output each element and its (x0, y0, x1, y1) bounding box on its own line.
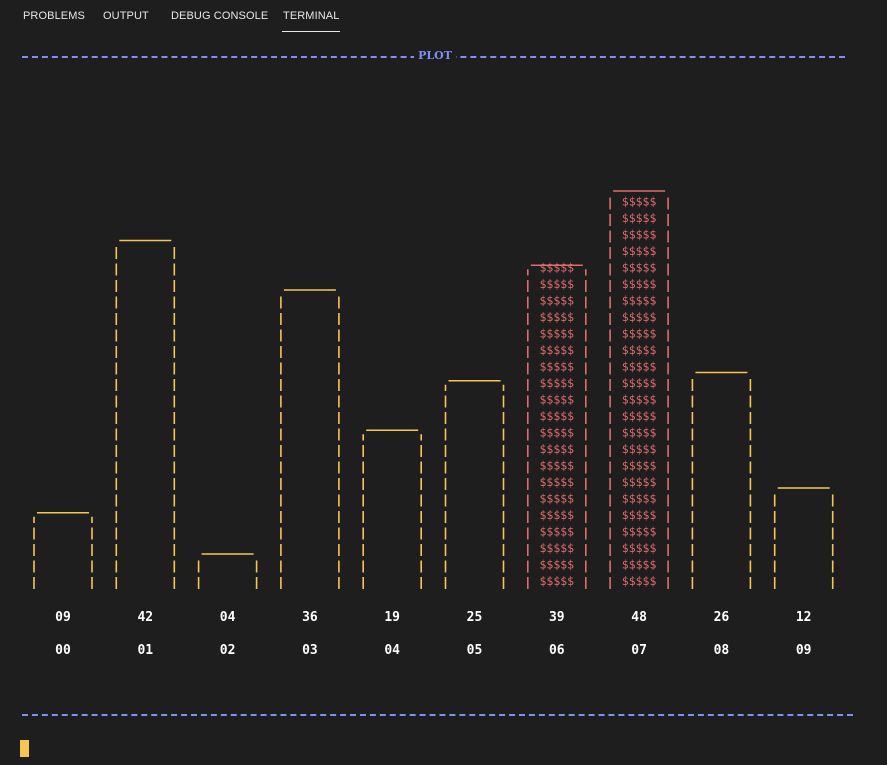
bar-fill-row: $$$$$ (622, 492, 657, 506)
bar-00 (33, 512, 93, 589)
bar-fill-row: $$$$$ (622, 574, 657, 588)
bar-fill-row: $$$$$ (622, 360, 657, 374)
bar-04 (362, 429, 423, 589)
category-label: 03 (302, 643, 318, 658)
bar-03 (280, 289, 340, 589)
tab-problems[interactable]: PROBLEMS (23, 10, 85, 22)
value-label: 39 (549, 610, 565, 625)
bar-fill-row: $$$$$ (622, 228, 657, 242)
plot-bottom-rule (22, 714, 853, 716)
bar-02 (197, 553, 258, 589)
bar-fill-row: $$$$$ (622, 211, 657, 225)
panel-tab-bar: PROBLEMS OUTPUT DEBUG CONSOLE TERMINAL (0, 0, 887, 34)
category-label: 08 (714, 643, 730, 658)
category-label: 00 (55, 643, 71, 658)
bar-05 (444, 380, 505, 589)
bar-01 (115, 239, 176, 589)
bar-fill-row: $$$$$ (539, 508, 574, 522)
bar-fill-row: $$$$$ (539, 277, 574, 291)
value-label: 36 (302, 610, 318, 625)
bar-fill-row: $$$$$ (622, 426, 657, 440)
bar-fill-row: $$$$$ (622, 261, 657, 275)
bar-fill-row: $$$$$ (539, 541, 574, 555)
bar-fill-row: $$$$$ (622, 541, 657, 555)
category-label: 02 (220, 643, 236, 658)
bar-fill-row: $$$$$ (622, 558, 657, 572)
bar-fill-row: $$$$$ (622, 508, 657, 522)
bar-fill-row: $$$$$ (539, 442, 574, 456)
value-label: 26 (714, 610, 730, 625)
bar-fill-row: $$$$$ (539, 426, 574, 440)
value-label: 12 (796, 610, 812, 625)
bar-fill-row: $$$$$ (622, 459, 657, 473)
bar-fill-row: $$$$$ (622, 277, 657, 291)
category-label: 04 (384, 643, 400, 658)
bar-fill-row: $$$$$ (539, 310, 574, 324)
bar-fill-row: $$$$$ (622, 294, 657, 308)
tab-terminal[interactable]: TERMINAL (282, 9, 341, 32)
bar-fill-row: $$$$$ (622, 376, 657, 390)
tab-output[interactable]: OUTPUT (103, 10, 149, 22)
bar-fill-row: $$$$$ (622, 195, 657, 209)
category-label: 05 (467, 643, 483, 658)
bar-fill-row: $$$$$ (539, 492, 574, 506)
bar-fill-row: $$$$$ (539, 343, 574, 357)
bar-fill-row: $$$$$ (622, 475, 657, 489)
bar-fill-row: $$$$$ (539, 393, 574, 407)
value-label: 25 (467, 610, 483, 625)
bar-fill-row: $$$$$ (622, 393, 657, 407)
bar-09 (773, 487, 834, 589)
bar-fill-row: $$$$$ (539, 261, 574, 275)
bar-fill-row: $$$$$ (622, 343, 657, 357)
bar-fill-row: $$$$$ (539, 475, 574, 489)
category-label: 09 (796, 643, 812, 658)
value-label: 48 (631, 610, 647, 625)
bar-fill-row: $$$$$ (539, 360, 574, 374)
tab-debug-console[interactable]: DEBUG CONSOLE (171, 10, 269, 22)
bar-07: $$$$$ $$$$$ $$$$$ $$$$$ $$$$$ $$$$$ $$$$$ $$$$$… (609, 190, 669, 589)
bar-fill-row: $$$$$ (622, 525, 657, 539)
category-label: 06 (549, 643, 565, 658)
bar-fill-row: $$$$$ (539, 574, 574, 588)
value-label: 19 (384, 610, 400, 625)
value-label: 09 (55, 610, 71, 625)
bar-fill-row: $$$$$ (622, 244, 657, 258)
bar-fill-row: $$$$$ (539, 294, 574, 308)
bar-06: $$$$$ $$$$$ $$$$$ $$$$$ $$$$$ $$$$$ $$$$$ $$$$$… (526, 261, 587, 589)
bar-fill-row: $$$$$ (539, 327, 574, 341)
terminal-cursor[interactable] (20, 740, 29, 757)
value-label: 42 (137, 610, 153, 625)
value-label: 04 (220, 610, 236, 625)
bar-fill-row: $$$$$ (539, 459, 574, 473)
bar-fill-row: $$$$$ (539, 376, 574, 390)
category-label: 07 (631, 643, 647, 658)
bar-08 (691, 371, 752, 589)
bar-fill-row: $$$$$ (539, 525, 574, 539)
bar-fill-row: $$$$$ (539, 558, 574, 572)
plot-title: PLOT (414, 49, 456, 63)
bar-fill-row: $$$$$ (622, 442, 657, 456)
bar-fill-row: $$$$$ (622, 310, 657, 324)
category-label: 01 (137, 643, 153, 658)
bar-fill-row: $$$$$ (622, 327, 657, 341)
bar-fill-row: $$$$$ (622, 409, 657, 423)
bar-fill-row: $$$$$ (539, 409, 574, 423)
